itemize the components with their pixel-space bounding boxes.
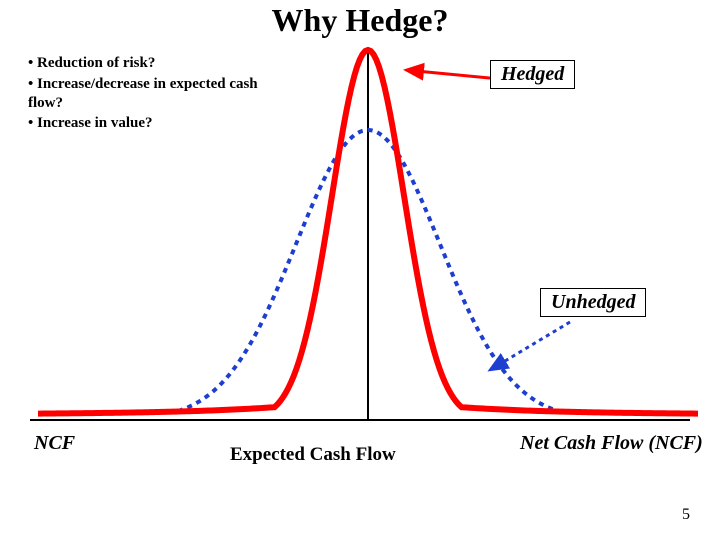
ncf-left-label: NCF (34, 432, 75, 455)
page-number: 5 (682, 506, 690, 524)
ncf-right-label: Net Cash Flow (NCF) (520, 432, 703, 455)
expected-cash-flow-label: Expected Cash Flow (230, 444, 396, 466)
hedged-label: Hedged (490, 60, 575, 89)
page-title: Why Hedge? (0, 2, 720, 39)
unhedged-label: Unhedged (540, 288, 646, 317)
distribution-chart (20, 40, 700, 440)
unhedged-arrow (490, 322, 570, 370)
